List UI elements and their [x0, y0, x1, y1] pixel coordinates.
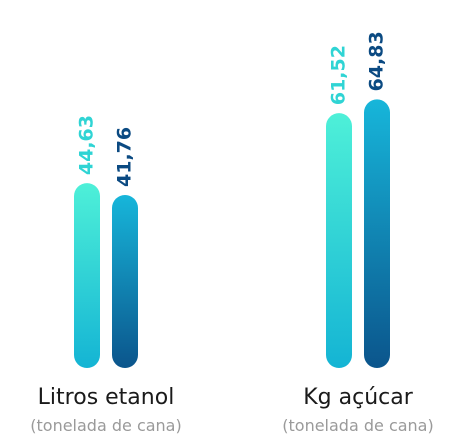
bar	[112, 194, 138, 368]
category-note: (tonelada de cana)	[282, 416, 433, 435]
category-note: (tonelada de cana)	[30, 416, 181, 435]
data-label: 44,63	[76, 115, 98, 175]
bar	[364, 99, 390, 368]
data-label: 64,83	[366, 31, 388, 91]
bar	[326, 113, 352, 368]
data-label: 41,76	[114, 127, 136, 187]
bar	[74, 183, 100, 368]
category-label: Litros etanol	[38, 385, 175, 410]
data-label: 61,52	[328, 45, 350, 105]
category-label: Kg açúcar	[303, 385, 413, 410]
